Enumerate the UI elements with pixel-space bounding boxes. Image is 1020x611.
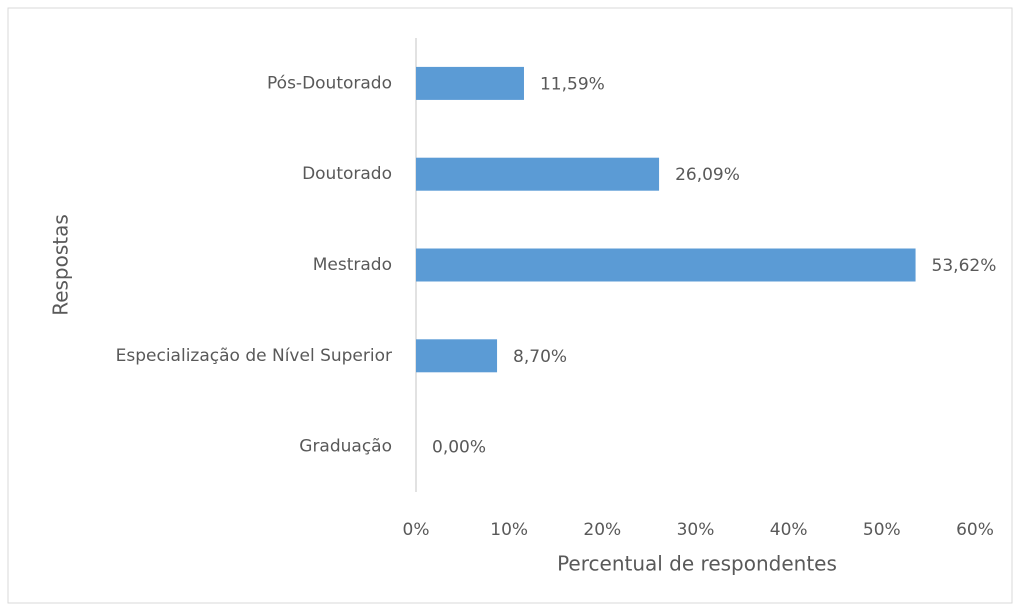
data-label: 0,00%: [432, 438, 486, 458]
bar: [416, 248, 916, 282]
y-tick-label: Doutorado: [302, 164, 392, 184]
x-tick-label: 50%: [863, 520, 901, 540]
data-label: 53,62%: [932, 256, 997, 276]
x-tick-label: 60%: [956, 520, 994, 540]
x-tick-label: 20%: [583, 520, 621, 540]
bar: [416, 157, 660, 191]
data-label: 11,59%: [540, 74, 605, 94]
y-tick-label: Mestrado: [313, 255, 392, 275]
x-tick-label: 40%: [770, 520, 808, 540]
data-label: 26,09%: [675, 165, 740, 185]
y-tick-label: Especialização de Nível Superior: [116, 346, 392, 366]
data-label: 8,70%: [513, 347, 567, 367]
chart-border: [7, 7, 1013, 604]
bar: [416, 339, 498, 373]
x-tick-label: 0%: [403, 520, 430, 540]
bar: [416, 66, 524, 100]
y-axis-title: Respostas: [49, 214, 73, 316]
x-axis-title: Percentual de respondentes: [557, 552, 837, 576]
y-tick-label: Graduação: [299, 437, 392, 457]
x-tick-label: 10%: [490, 520, 528, 540]
y-tick-label: Pós-Doutorado: [267, 73, 392, 93]
x-tick-label: 30%: [677, 520, 715, 540]
